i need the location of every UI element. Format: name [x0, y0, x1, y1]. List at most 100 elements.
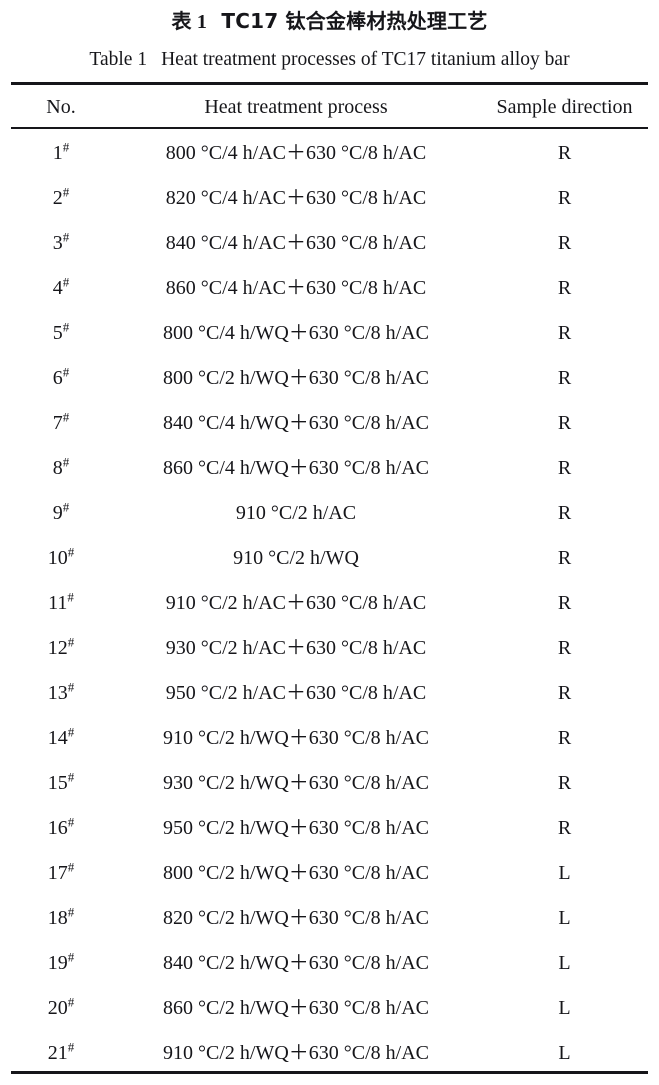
cell-no-hash: # — [62, 228, 70, 244]
cell-no-value: 3 — [52, 231, 63, 254]
cell-direction: L — [558, 951, 571, 974]
cell-no-hash: # — [67, 543, 75, 559]
cell-no-value: 7 — [52, 411, 63, 434]
cell-process: 910 °C/2 h/WQ＋630 °C/8 h/AC — [162, 1041, 429, 1064]
cell-no: 14# — [11, 725, 111, 751]
cell-no-hash: # — [67, 633, 75, 649]
cell-process: 840 °C/2 h/WQ＋630 °C/8 h/AC — [162, 951, 429, 974]
cell-no-hash: # — [67, 723, 75, 739]
cell-no-value: 11 — [48, 591, 68, 614]
table-header-row: No. Heat treatment process Sample direct… — [11, 88, 648, 126]
cell-direction: R — [557, 321, 572, 344]
cell-direction: R — [557, 501, 572, 524]
cell-direction: R — [557, 546, 572, 569]
table-row: 1# 800 °C/4 h/AC＋630 °C/8 h/AC R — [11, 130, 648, 175]
table-row: 12# 930 °C/2 h/AC＋630 °C/8 h/AC R — [11, 625, 648, 670]
cell-no: 15# — [11, 770, 111, 796]
cell-no-hash: # — [62, 183, 70, 199]
cell-no-value: 9 — [52, 501, 63, 524]
table-row: 10# 910 °C/2 h/WQ R — [11, 535, 648, 580]
cell-process: 930 °C/2 h/AC＋630 °C/8 h/AC — [165, 636, 427, 659]
cell-no: 5# — [11, 320, 111, 346]
cell-no: 19# — [11, 950, 111, 976]
table-rule-top — [11, 82, 648, 85]
cell-process: 910 °C/2 h/AC＋630 °C/8 h/AC — [165, 591, 427, 614]
cell-no-hash: # — [67, 588, 74, 604]
caption-spacer-cn — [207, 9, 221, 33]
cell-direction: L — [558, 1041, 571, 1064]
table-rule-header — [11, 127, 648, 129]
column-header-no: No. — [46, 96, 76, 118]
cell-no: 13# — [11, 680, 111, 706]
cell-no-hash: # — [67, 858, 75, 874]
table-rule-bottom — [11, 1071, 648, 1074]
table-row: 2# 820 °C/4 h/AC＋630 °C/8 h/AC R — [11, 175, 648, 220]
cell-no-hash: # — [62, 498, 70, 514]
cell-no-value: 17 — [47, 861, 68, 884]
table-caption-english-label: Table 1 — [89, 49, 148, 70]
cell-direction: R — [557, 591, 572, 614]
cell-direction: R — [557, 276, 572, 299]
cell-direction: R — [557, 141, 572, 164]
cell-no-hash: # — [67, 813, 75, 829]
cell-process: 950 °C/2 h/AC＋630 °C/8 h/AC — [165, 681, 427, 704]
cell-direction: L — [558, 906, 571, 929]
table-row: 14# 910 °C/2 h/WQ＋630 °C/8 h/AC R — [11, 715, 648, 760]
cell-process: 820 °C/2 h/WQ＋630 °C/8 h/AC — [162, 906, 429, 929]
cell-no: 20# — [11, 995, 111, 1021]
cell-no-value: 15 — [47, 771, 68, 794]
cell-no-value: 19 — [47, 951, 68, 974]
cell-process: 910 °C/2 h/WQ＋630 °C/8 h/AC — [162, 726, 429, 749]
cell-no-hash: # — [67, 1038, 75, 1054]
table-row: 18# 820 °C/2 h/WQ＋630 °C/8 h/AC L — [11, 895, 648, 940]
cell-direction: R — [557, 366, 572, 389]
cell-no-hash: # — [67, 903, 75, 919]
cell-direction: R — [557, 186, 572, 209]
table-row: 7# 840 °C/4 h/WQ＋630 °C/8 h/AC R — [11, 400, 648, 445]
table-row: 11# 910 °C/2 h/AC＋630 °C/8 h/AC R — [11, 580, 648, 625]
cell-direction: R — [557, 681, 572, 704]
table-caption-chinese-label: 表 1 — [171, 11, 208, 33]
cell-process: 840 °C/4 h/AC＋630 °C/8 h/AC — [165, 231, 427, 254]
cell-process: 860 °C/4 h/WQ＋630 °C/8 h/AC — [162, 456, 429, 479]
cell-no-hash: # — [62, 453, 70, 469]
cell-no-value: 14 — [47, 726, 68, 749]
cell-direction: L — [558, 861, 571, 884]
cell-no-value: 12 — [47, 636, 68, 659]
cell-no: 17# — [11, 860, 111, 886]
cell-direction: R — [557, 411, 572, 434]
table-row: 21# 910 °C/2 h/WQ＋630 °C/8 h/AC L — [11, 1030, 648, 1075]
cell-direction: R — [557, 636, 572, 659]
cell-no: 12# — [11, 635, 111, 661]
cell-no-hash: # — [62, 318, 70, 334]
table-body: 1# 800 °C/4 h/AC＋630 °C/8 h/AC R 2# 820 °C/4… — [11, 130, 648, 1075]
cell-no: 9# — [11, 500, 111, 526]
cell-process: 800 °C/4 h/WQ＋630 °C/8 h/AC — [162, 321, 429, 344]
table-caption-english-title: Heat treatment processes of TC17 titaniu… — [161, 49, 570, 70]
cell-no: 4# — [11, 275, 111, 301]
cell-no-hash: # — [62, 408, 70, 424]
cell-no: 8# — [11, 455, 111, 481]
cell-no: 7# — [11, 410, 111, 436]
cell-no-hash: # — [67, 993, 75, 1009]
cell-direction: R — [557, 816, 572, 839]
cell-no-hash: # — [67, 768, 75, 784]
cell-no-value: 21 — [47, 1041, 68, 1064]
table-row: 9# 910 °C/2 h/AC R — [11, 490, 648, 535]
cell-no-value: 18 — [47, 906, 68, 929]
cell-process: 930 °C/2 h/WQ＋630 °C/8 h/AC — [162, 771, 429, 794]
table-row: 20# 860 °C/2 h/WQ＋630 °C/8 h/AC L — [11, 985, 648, 1030]
cell-process: 860 °C/4 h/AC＋630 °C/8 h/AC — [165, 276, 427, 299]
cell-process: 950 °C/2 h/WQ＋630 °C/8 h/AC — [162, 816, 429, 839]
cell-no-hash: # — [62, 273, 70, 289]
cell-no: 21# — [11, 1040, 111, 1066]
cell-no-value: 6 — [52, 366, 63, 389]
cell-no-value: 5 — [52, 321, 63, 344]
cell-no-hash: # — [67, 678, 75, 694]
table-row: 19# 840 °C/2 h/WQ＋630 °C/8 h/AC L — [11, 940, 648, 985]
cell-direction: R — [557, 456, 572, 479]
cell-direction: R — [557, 726, 572, 749]
cell-no: 1# — [11, 140, 111, 166]
cell-no-hash: # — [62, 363, 70, 379]
